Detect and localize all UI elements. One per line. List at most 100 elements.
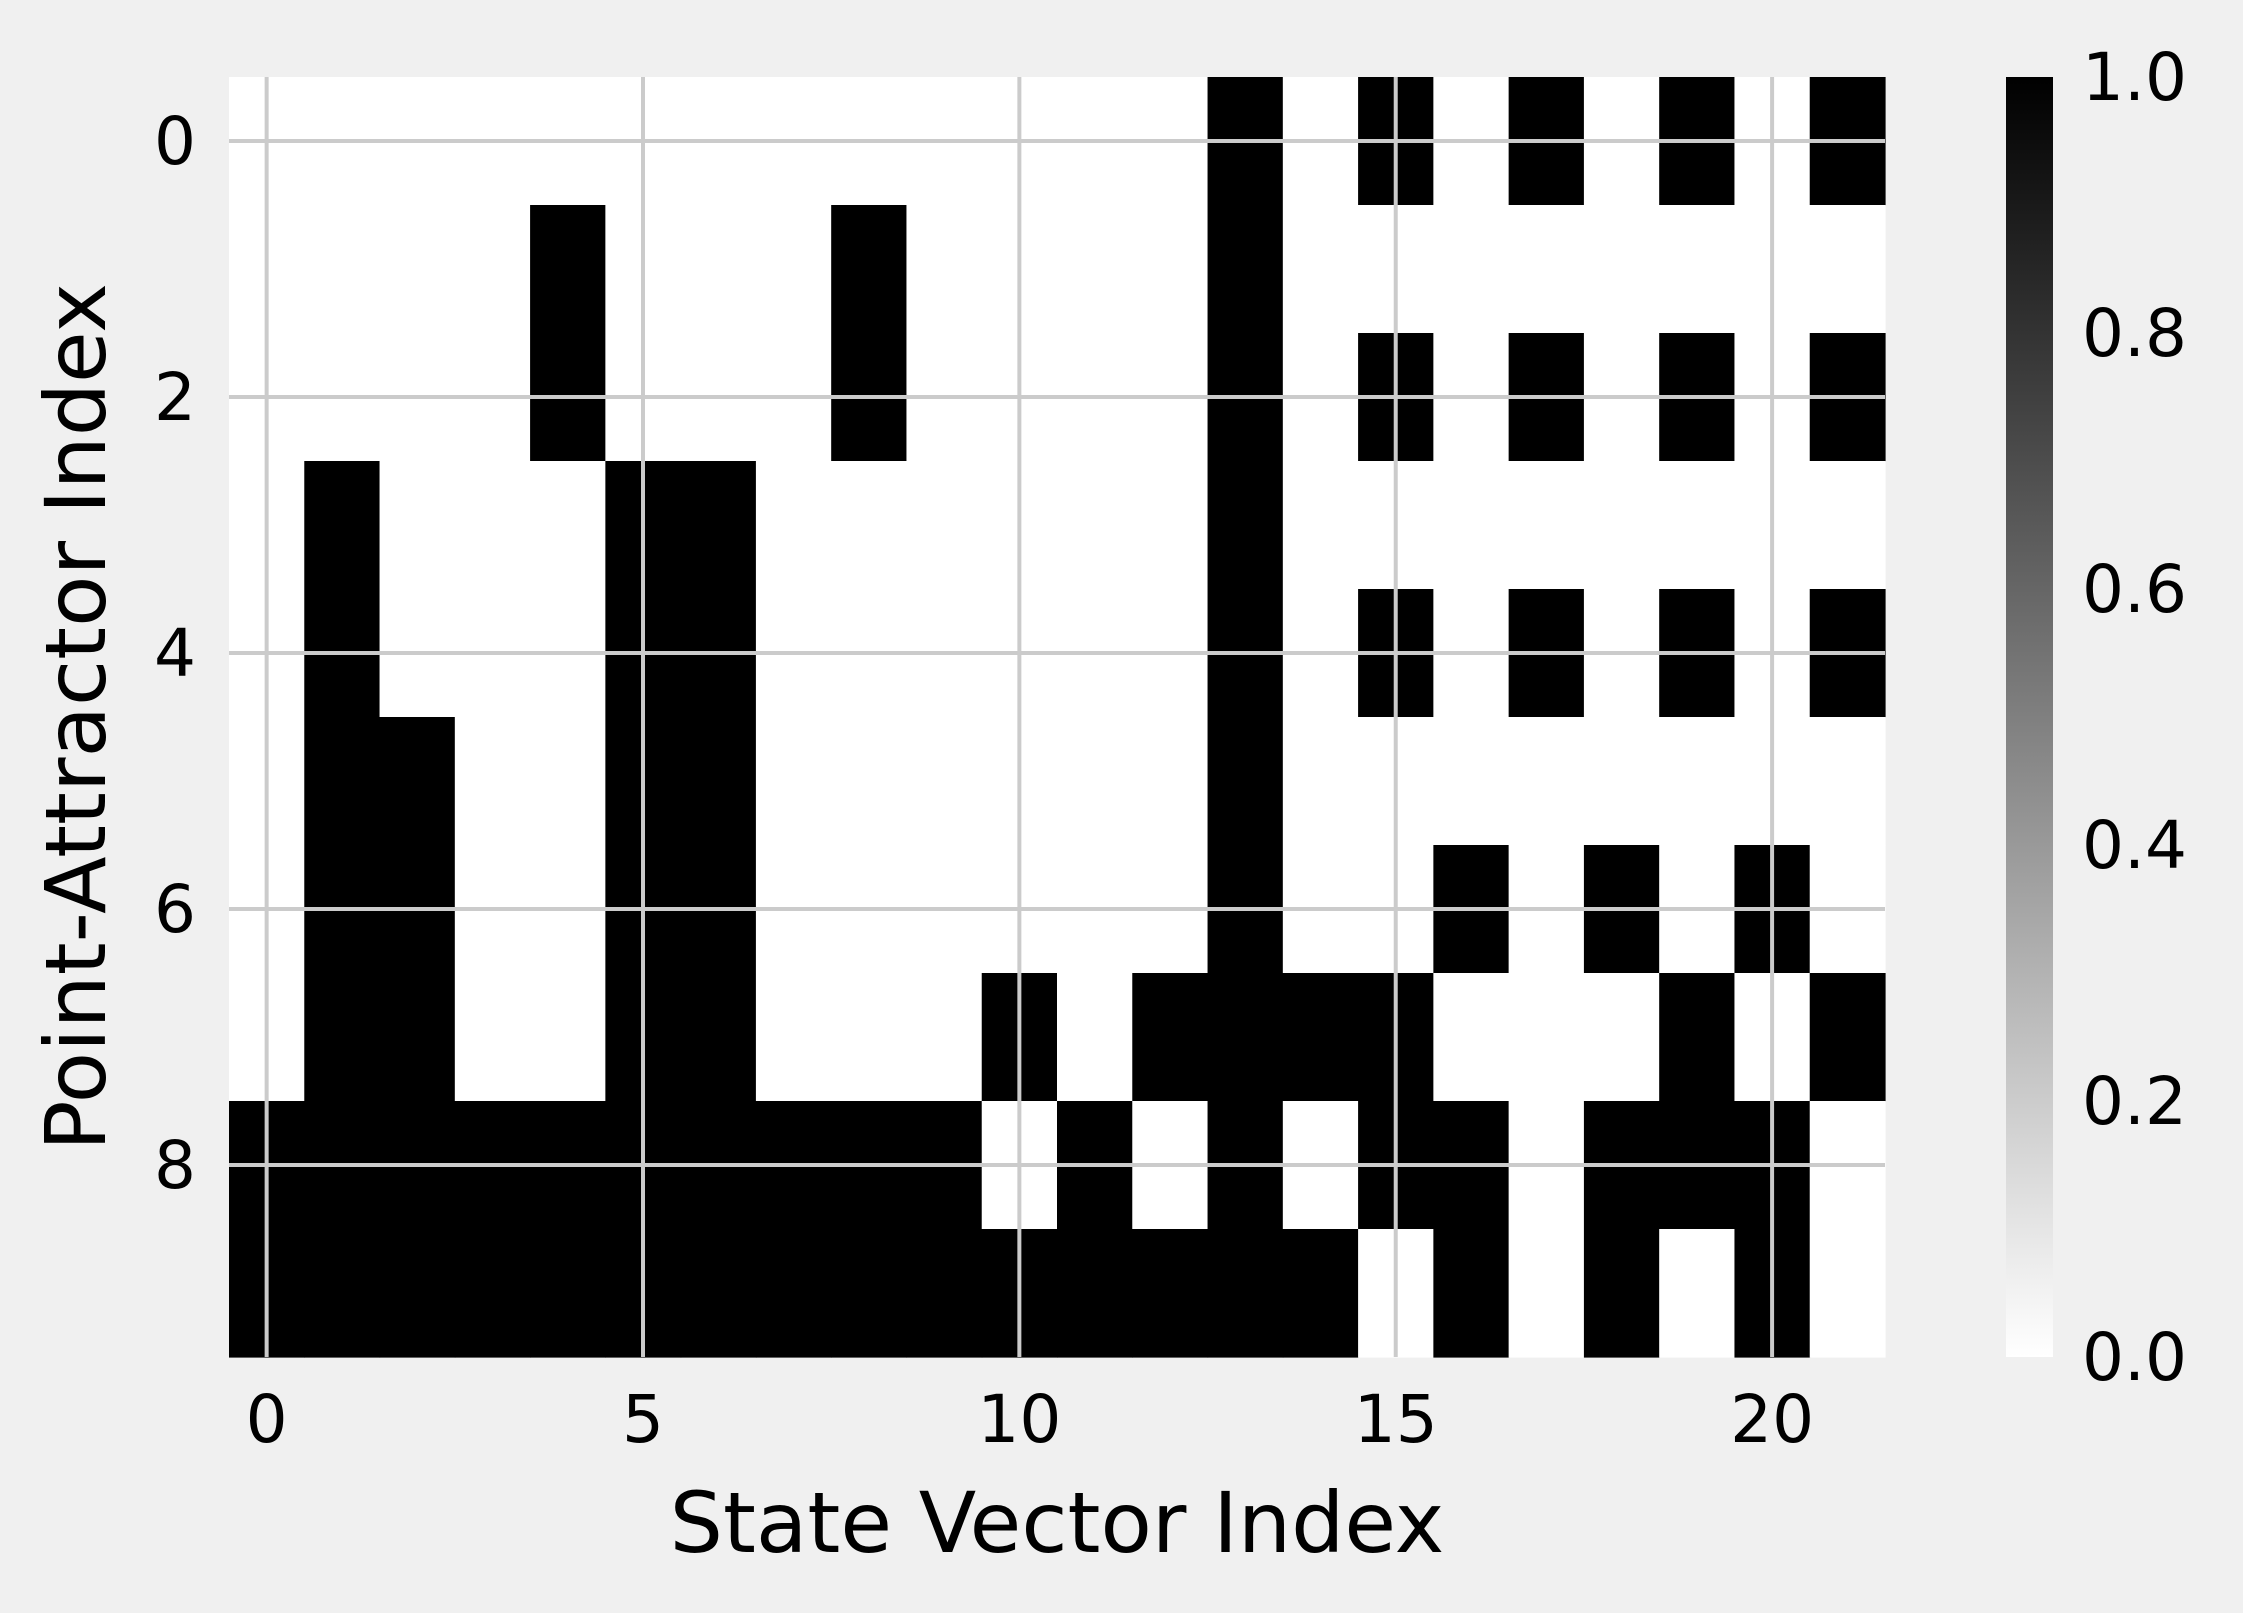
heatmap-cell-r9-c8 (831, 1229, 908, 1358)
heatmap-cell-r3-c6 (680, 461, 757, 590)
x-tick-label-0: 0 (246, 1381, 288, 1458)
heatmap-cell-r1-c17 (1508, 205, 1585, 334)
heatmap-cell-r9-c14 (1282, 1229, 1359, 1358)
heatmap-cell-r9-c13 (1207, 1229, 1284, 1358)
heatmap-cell-r5-c1 (304, 717, 381, 846)
heatmap-cell-r3-c8 (831, 461, 908, 590)
heatmap-cell-r3-c13 (1207, 461, 1284, 590)
colorbar-tick-label-4: 0.8 (2082, 295, 2187, 372)
colorbar-gradient (2006, 77, 2053, 1357)
heatmap-cell-r7-c21 (1809, 973, 1886, 1102)
heatmap-cell-r3-c4 (530, 461, 606, 590)
heatmap-cell-r5-c19 (1659, 717, 1736, 846)
heatmap-cell-r7-c3 (454, 973, 531, 1102)
heatmap-cell-r3-c1 (304, 461, 381, 590)
heatmap-cell-r9-c21 (1809, 1229, 1886, 1358)
heatmap-cell-r3-c21 (1809, 461, 1886, 590)
heatmap-cell-r5-c6 (680, 717, 757, 846)
heatmap-cell-r5-c11 (1057, 717, 1133, 846)
heatmap-cell-r5-c17 (1508, 717, 1585, 846)
heatmap-cell-r3-c2 (379, 461, 456, 590)
heatmap-cell-r5-c13 (1207, 717, 1284, 846)
heatmap-cell-r7-c14 (1282, 973, 1359, 1102)
heatmap-cell-r9-c7 (755, 1229, 832, 1358)
y-tick-label-2: 4 (154, 615, 196, 692)
heatmap-cell-r9-c17 (1508, 1229, 1585, 1358)
heatmap-cell-r3-c14 (1282, 461, 1359, 590)
heatmap-cell-r1-c9 (906, 205, 983, 334)
heatmap-cell-r9-c1 (304, 1229, 381, 1358)
heatmap-cell-r5-c9 (906, 717, 983, 846)
heatmap-cell-r1-c14 (1282, 205, 1359, 334)
heatmap-cell-r9-c6 (680, 1229, 757, 1358)
colorbar-tick-label-0: 0.0 (2082, 1319, 2187, 1396)
heatmap-cell-r5-c18 (1583, 717, 1660, 846)
heatmap-cell-r1-c21 (1809, 205, 1886, 334)
heatmap-cell-r9-c12 (1132, 1229, 1209, 1358)
heatmap-cell-r9-c4 (530, 1229, 606, 1358)
heatmap-cell-r5-c12 (1132, 717, 1209, 846)
heatmap-cell-r9-c3 (454, 1229, 531, 1358)
plot-area (229, 77, 1886, 1358)
heatmap-cell-r7-c2 (379, 973, 456, 1102)
x-axis-label: State Vector Index (670, 1474, 1445, 1572)
colorbar-tick-label-3: 0.6 (2082, 551, 2187, 628)
colorbar-tick-label-1: 0.2 (2082, 1063, 2187, 1140)
y-tick-label-0: 0 (154, 103, 196, 180)
heatmap-cell-r1-c7 (755, 205, 832, 334)
heatmap-cell-r1-c16 (1433, 205, 1510, 334)
heatmap-cell-r7-c13 (1207, 973, 1284, 1102)
heatmap-cell-r7-c16 (1433, 973, 1510, 1102)
x-tick-label-4: 20 (1730, 1381, 1814, 1458)
heatmap-cell-r9-c16 (1433, 1229, 1510, 1358)
heatmap-cell-r1-c8 (831, 205, 908, 334)
heatmap-cell-r5-c14 (1282, 717, 1359, 846)
y-axis-label: Point-Attractor Index (27, 283, 125, 1151)
y-tick-labels: 0 2 4 6 8 (154, 103, 196, 1204)
heatmap-cell-r5-c2 (379, 717, 456, 846)
heatmap-cell-r1-c1 (304, 205, 381, 334)
heatmap-cell-r7-c11 (1057, 973, 1133, 1102)
heatmap-cell-r3-c3 (454, 461, 531, 590)
heatmap-cell-r3-c16 (1433, 461, 1510, 590)
heatmap-cell-r5-c8 (831, 717, 908, 846)
heatmap-cell-r7-c18 (1583, 973, 1660, 1102)
heatmap-cell-r5-c3 (454, 717, 531, 846)
heatmap-cell-r5-c7 (755, 717, 832, 846)
heatmap-cell-r7-c8 (831, 973, 908, 1102)
colorbar: 0.0 0.2 0.4 0.6 0.8 1.0 (2006, 39, 2187, 1396)
heatmap-cell-r3-c17 (1508, 461, 1585, 590)
heatmap-cell-r5-c4 (530, 717, 606, 846)
heatmap-cell-r3-c19 (1659, 461, 1736, 590)
heatmap-cell-r9-c11 (1057, 1229, 1133, 1358)
heatmap-cell-r1-c4 (530, 205, 606, 334)
heatmap-cell-r9-c18 (1583, 1229, 1660, 1358)
y-tick-label-4: 8 (154, 1127, 196, 1204)
heatmap-cell-r7-c7 (755, 973, 832, 1102)
heatmap-cell-r1-c2 (379, 205, 456, 334)
heatmap-cell-r3-c12 (1132, 461, 1209, 590)
heatmap-cell-r3-c18 (1583, 461, 1660, 590)
heatmap-cell-r9-c19 (1659, 1229, 1736, 1358)
heatmap-cell-r5-c21 (1809, 717, 1886, 846)
heatmap-cell-r9-c9 (906, 1229, 983, 1358)
y-tick-label-3: 6 (154, 871, 196, 948)
heatmap-cell-r7-c4 (530, 973, 606, 1102)
heatmap-cell-r7-c6 (680, 973, 757, 1102)
heatmap-cell-r7-c12 (1132, 973, 1209, 1102)
heatmap-cell-r7-c17 (1508, 973, 1585, 1102)
x-tick-label-2: 10 (977, 1381, 1061, 1458)
heatmap-cell-r1-c3 (454, 205, 531, 334)
heatmap-cell-r3-c7 (755, 461, 832, 590)
heatmap-cell-r3-c11 (1057, 461, 1133, 590)
heatmap-cell-r7-c19 (1659, 973, 1736, 1102)
heatmap-cell-r1-c18 (1583, 205, 1660, 334)
heatmap-cell-r1-c19 (1659, 205, 1736, 334)
x-tick-label-3: 15 (1354, 1381, 1438, 1458)
colorbar-tick-label-2: 0.4 (2082, 807, 2187, 884)
x-tick-labels: 0 5 10 15 20 (246, 1381, 1814, 1458)
heatmap-cell-r7-c1 (304, 973, 381, 1102)
colorbar-tick-label-5: 1.0 (2082, 39, 2187, 116)
grid-lines (229, 77, 1885, 1357)
